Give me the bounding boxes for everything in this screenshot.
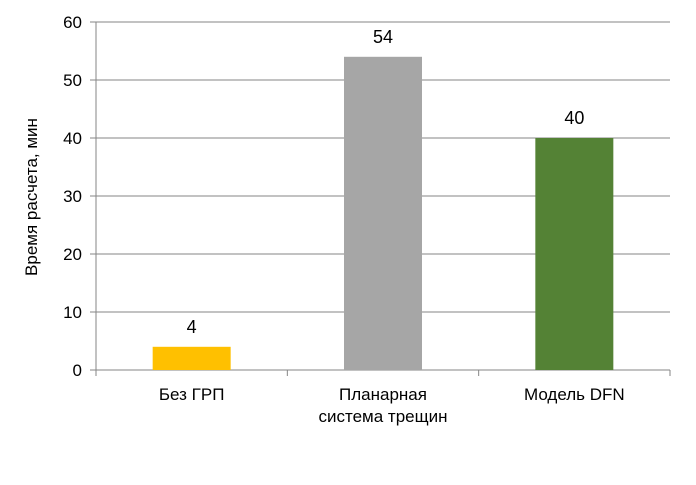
y-tick-labels: 0 10 20 30 40 50 60 [63,13,82,380]
category-label: Без ГРП [159,385,225,404]
y-tick-label: 0 [73,361,82,380]
y-tick-label: 20 [63,245,82,264]
category-labels: Без ГРП Планарная система трещин Модель DFN [159,385,625,426]
category-label: система трещин [319,407,448,426]
data-labels: 4 54 40 [187,27,585,337]
y-tick-label: 60 [63,13,82,32]
y-axis-label: Время расчета, мин [22,118,41,276]
category-label: Модель DFN [524,385,625,404]
y-tick-label: 10 [63,303,82,322]
y-tick-label: 40 [63,129,82,148]
bar [535,138,614,370]
data-label: 4 [187,317,197,337]
data-label: 40 [564,108,584,128]
y-tick-label: 50 [63,71,82,90]
bar [344,56,422,371]
bars [152,56,614,371]
data-label: 54 [373,27,393,47]
bar [152,346,231,370]
category-label: Планарная [339,385,427,404]
y-tick-label: 30 [63,187,82,206]
